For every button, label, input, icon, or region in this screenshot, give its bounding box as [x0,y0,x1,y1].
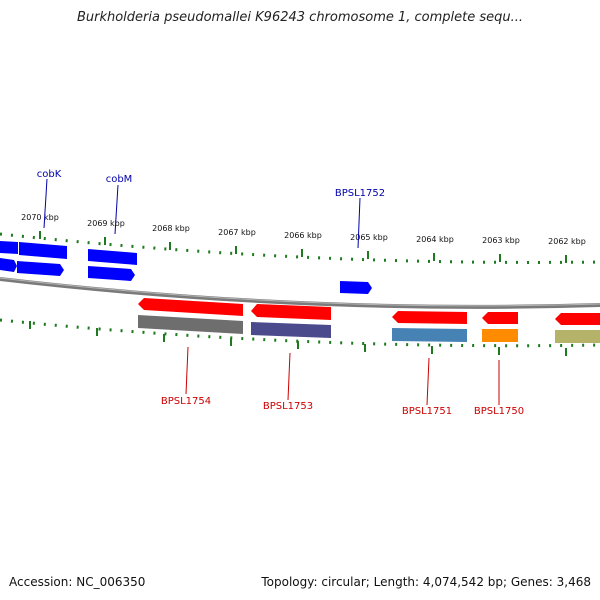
BPSL1754-leader [185,346,189,395]
gene-BPSL1751-bar[interactable] [392,311,467,324]
gene-BPSL1754-bar[interactable] [138,298,243,316]
gene-label-cobK[interactable]: cobK [37,169,62,180]
gene-reverse-bar[interactable] [555,313,600,325]
gene-label-BPSL1754[interactable]: BPSL1754 [161,396,211,407]
accession-label: Accession: NC_006350 [9,575,146,589]
category-bar-grey [138,315,243,334]
category-bars [138,315,600,343]
gene-forward-bar[interactable] [0,258,17,272]
genome-summary: Topology: circular; Length: 4,074,542 bp… [261,575,591,589]
tick-label-2068: 2068 kbp [152,224,190,233]
gene-cobK-bar[interactable] [19,242,67,259]
tick-label-2063: 2063 kbp [482,236,520,245]
gene-BPSL1752-bar[interactable] [340,281,372,294]
gene-BPSL1750-bar[interactable] [482,312,518,324]
gene-forward-bar[interactable] [0,241,18,254]
BPSL1752-leader [357,197,361,249]
gene-label-BPSL1751[interactable]: BPSL1751 [402,406,452,417]
upper-major-ticks [39,231,567,263]
gene-forward-bar[interactable] [88,266,135,281]
category-bar-khaki [555,330,600,343]
chromosome-backbone-highlight [0,277,600,307]
gene-label-BPSL1752[interactable]: BPSL1752 [335,188,385,199]
gene-label-BPSL1753[interactable]: BPSL1753 [263,401,313,412]
upper-scale-dots [0,232,600,264]
BPSL1751-leader [426,357,430,406]
forward-genes [0,241,372,294]
category-bar-orange [482,329,518,342]
tick-label-2070: 2070 kbp [21,213,59,222]
tick-label-2065: 2065 kbp [350,233,388,242]
gene-BPSL1753-bar[interactable] [251,304,331,320]
tick-label-2064: 2064 kbp [416,235,454,244]
gene-label-BPSL1750[interactable]: BPSL1750 [474,406,524,417]
tick-label-2067: 2067 kbp [218,228,256,237]
reverse-genes [138,298,600,325]
gene-label-cobM[interactable]: cobM [106,174,133,185]
cobK-leader [43,178,48,229]
cobM-leader [114,184,119,235]
gene-forward-bar[interactable] [17,261,64,276]
lower-major-ticks [29,321,567,356]
category-bar-steelblue [392,328,467,342]
chromosome-backbone [0,277,600,309]
category-bar-purple [251,322,331,338]
gene-cobM-bar[interactable] [88,249,137,265]
BPSL1753-leader [287,352,291,401]
tick-label-2069: 2069 kbp [87,219,125,228]
tick-label-2066: 2066 kbp [284,231,322,240]
map-title: Burkholderia pseudomallei K96243 chromos… [76,10,524,25]
tick-label-2062: 2062 kbp [548,237,586,246]
